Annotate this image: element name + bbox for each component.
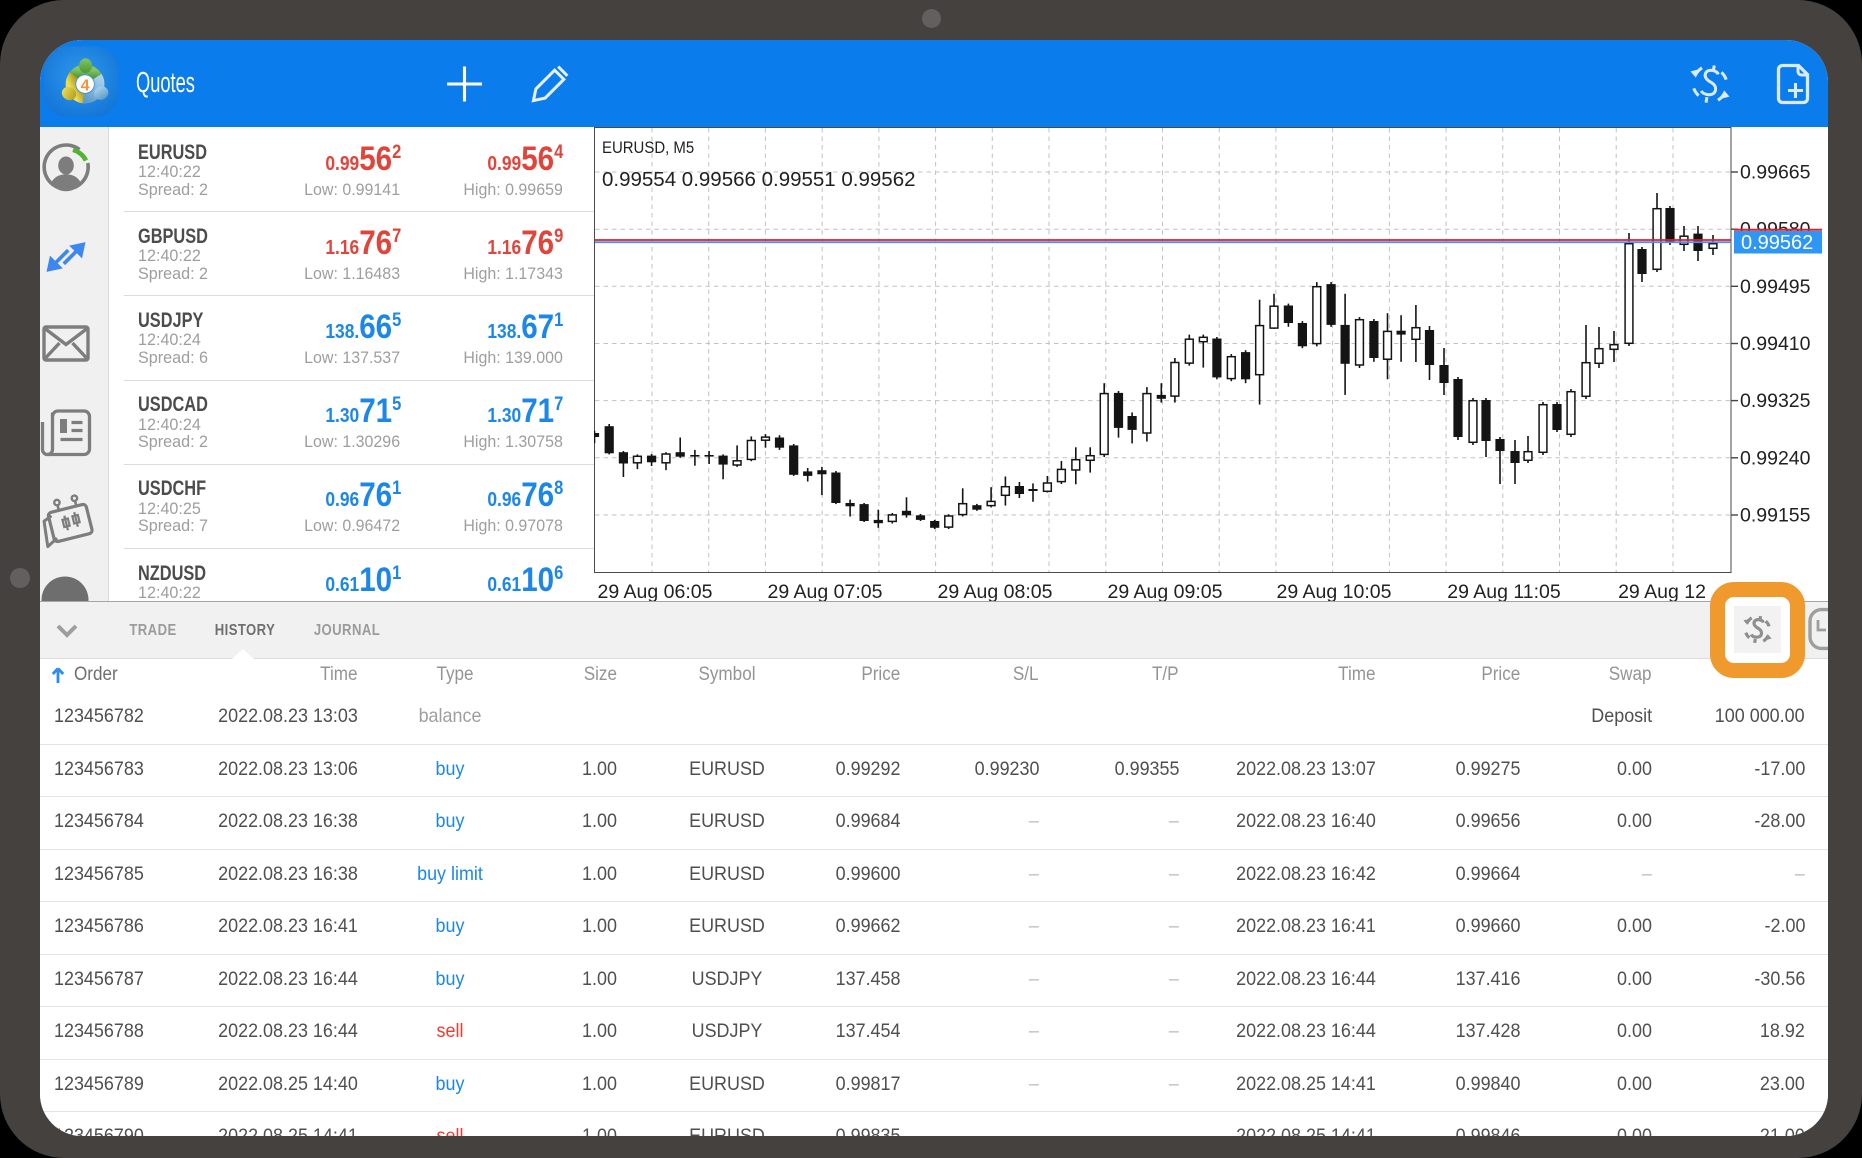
svg-text:29 Aug 12: 29 Aug 12 [1618,581,1706,601]
svg-text:29 Aug 07:05: 29 Aug 07:05 [768,581,883,601]
svg-text:EURUSD, M5: EURUSD, M5 [602,139,694,157]
svg-text:29 Aug 11:05: 29 Aug 11:05 [1447,581,1561,601]
svg-text:0.99554 0.99566 0.99551 0.9956: 0.99554 0.99566 0.99551 0.99562 [602,168,916,191]
svg-text:29 Aug 08:05: 29 Aug 08:05 [938,581,1053,601]
svg-text:0.99665: 0.99665 [1740,162,1811,184]
svg-text:4: 4 [81,78,90,95]
svg-text:29 Aug 06:05: 29 Aug 06:05 [598,581,713,601]
svg-text:0.99155: 0.99155 [1740,505,1811,527]
svg-text:0.99495: 0.99495 [1740,276,1811,298]
svg-text:29 Aug 09:05: 29 Aug 09:05 [1108,581,1223,601]
svg-text:29 Aug 10:05: 29 Aug 10:05 [1277,581,1392,601]
svg-text:0.99240: 0.99240 [1740,447,1811,469]
svg-text:0.99562: 0.99562 [1741,232,1813,254]
svg-text:0.99325: 0.99325 [1740,390,1811,412]
svg-text:0.99410: 0.99410 [1740,333,1811,355]
